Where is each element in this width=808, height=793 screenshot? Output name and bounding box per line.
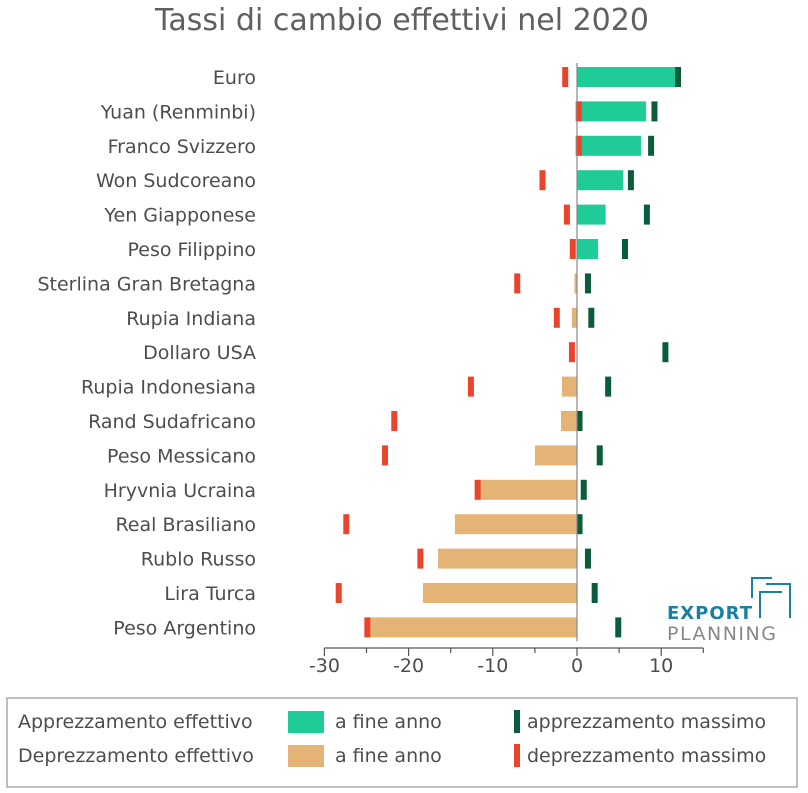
legend-row1-label: Apprezzamento effettivo <box>18 711 253 733</box>
max-appreciation-marker <box>651 101 658 122</box>
end-of-year-bar <box>574 273 577 294</box>
max-appreciation-marker <box>588 307 595 328</box>
chart-title: Tassi di cambio effettivi nel 2020 <box>154 3 649 38</box>
category-label: Peso Filippino <box>128 239 256 261</box>
max-depreciation-marker <box>514 273 521 294</box>
logo-frame-icon <box>751 577 791 618</box>
max-depreciation-marker <box>539 170 546 191</box>
category-label: Lira Turca <box>164 583 256 605</box>
legend-max-depreciation-marker <box>514 744 520 767</box>
logo-line2: PLANNING <box>667 623 777 645</box>
max-depreciation-marker <box>562 67 569 87</box>
category-label: Peso Messicano <box>107 445 256 467</box>
max-depreciation-marker <box>569 239 576 259</box>
end-of-year-bar <box>577 204 606 225</box>
max-appreciation-marker <box>591 583 598 603</box>
end-of-year-bar <box>571 307 577 328</box>
category-label: Rublo Russo <box>141 549 256 571</box>
max-appreciation-marker <box>576 514 583 535</box>
max-depreciation-marker <box>553 307 560 328</box>
end-of-year-bar <box>438 548 577 569</box>
x-tick-label: -10 <box>477 655 508 677</box>
end-of-year-bar <box>561 411 577 431</box>
max-depreciation-marker <box>417 548 424 569</box>
x-tick-label: 0 <box>571 655 583 677</box>
max-depreciation-marker <box>467 376 474 397</box>
max-appreciation-marker <box>605 376 612 397</box>
x-tick-label: -30 <box>309 655 340 677</box>
x-tick-label: 10 <box>649 655 673 677</box>
x-axis: -30 -20 -10 0 10 <box>309 63 704 677</box>
category-label: Peso Argentino <box>113 617 256 639</box>
max-depreciation-marker <box>364 617 371 638</box>
category-label: Won Sudcoreano <box>96 170 256 192</box>
end-of-year-bar <box>577 239 599 259</box>
end-of-year-bar <box>454 514 577 535</box>
max-appreciation-marker <box>627 170 634 191</box>
max-depreciation-marker <box>575 101 582 122</box>
end-of-year-bar <box>534 445 577 466</box>
max-appreciation-marker <box>580 479 587 500</box>
max-appreciation-marker <box>648 135 655 156</box>
legend-end-of-year-1: a fine anno <box>335 711 442 733</box>
max-depreciation-marker <box>382 445 389 466</box>
legend-end-of-year-2: a fine anno <box>335 745 442 767</box>
category-label: Euro <box>213 67 256 89</box>
legend: Apprezzamento effettivo Deprezzamento ef… <box>6 697 798 788</box>
category-label: Yen Giapponese <box>103 205 256 227</box>
max-depreciation-marker <box>391 411 398 431</box>
max-depreciation-marker <box>563 204 570 225</box>
legend-max-appreciation-label: apprezzamento massimo <box>527 711 766 733</box>
end-of-year-bar <box>561 376 577 397</box>
export-planning-logo: EXPORT PLANNING <box>667 577 791 645</box>
end-of-year-bar <box>422 583 577 603</box>
category-label: Hryvnia Ucraina <box>104 480 256 502</box>
max-depreciation-marker <box>575 135 582 156</box>
bars-layer <box>335 67 682 638</box>
logo-line1: EXPORT <box>667 603 753 624</box>
category-label: Rupia Indonesiana <box>81 377 256 399</box>
end-of-year-bar <box>368 617 577 638</box>
end-of-year-bar <box>577 135 641 156</box>
end-of-year-bar <box>577 67 676 87</box>
legend-max-depreciation-label: deprezzamento massimo <box>527 745 766 767</box>
max-appreciation-marker <box>615 617 622 638</box>
max-depreciation-marker <box>568 342 575 363</box>
category-label: Yuan (Renminbi) <box>100 101 256 123</box>
max-appreciation-marker <box>643 204 650 225</box>
max-appreciation-marker <box>596 445 603 466</box>
max-appreciation-marker <box>584 548 591 569</box>
legend-depreciation-swatch <box>288 745 324 767</box>
max-appreciation-marker <box>662 342 669 363</box>
max-depreciation-marker <box>335 583 342 603</box>
category-label: Rand Sudafricano <box>88 411 256 433</box>
category-label: Rupia Indiana <box>126 308 256 330</box>
max-depreciation-marker <box>343 514 350 535</box>
category-label: Dollaro USA <box>143 342 256 364</box>
category-label: Sterlina Gran Bretagna <box>37 273 256 295</box>
max-appreciation-marker <box>576 411 583 431</box>
end-of-year-bar <box>479 479 577 500</box>
max-appreciation-marker <box>621 239 628 259</box>
max-appreciation-marker <box>675 67 682 87</box>
category-label: Real Brasiliano <box>115 514 256 536</box>
x-tick-label: -20 <box>393 655 424 677</box>
legend-max-appreciation-marker <box>514 710 520 733</box>
category-label: Franco Svizzero <box>108 136 256 158</box>
category-labels: Euro Yuan (Renminbi) Franco Svizzero Won Su… <box>37 67 256 639</box>
max-depreciation-marker <box>474 479 481 500</box>
end-of-year-bar <box>577 170 624 191</box>
legend-appreciation-swatch <box>288 711 324 733</box>
max-appreciation-marker <box>584 273 591 294</box>
legend-row2-label: Deprezzamento effettivo <box>18 745 254 767</box>
legend-frame <box>6 697 798 788</box>
end-of-year-bar <box>577 101 647 122</box>
